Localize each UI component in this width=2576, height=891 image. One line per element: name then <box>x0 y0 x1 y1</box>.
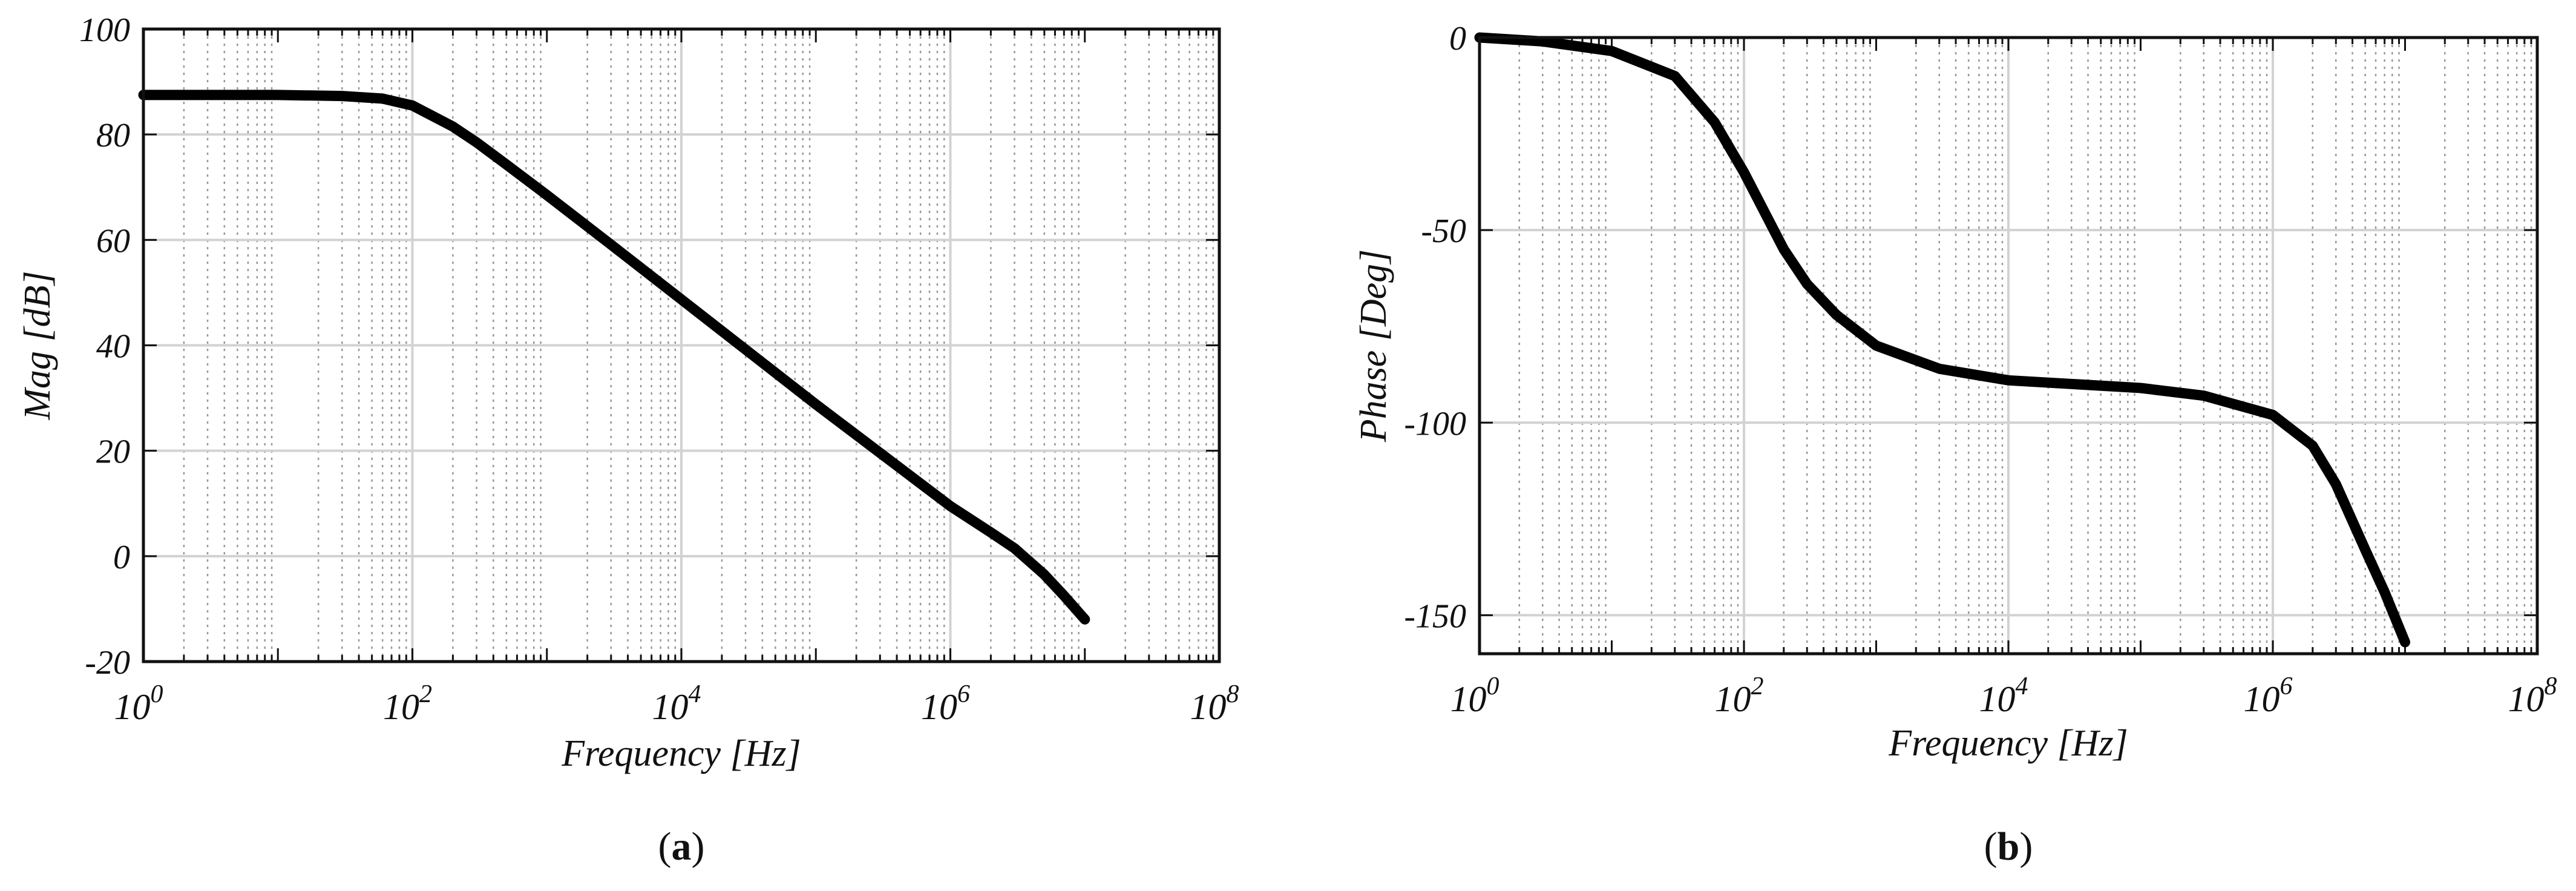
x-tick-label: 108 <box>2508 672 2557 719</box>
panel-letter: a <box>672 824 692 869</box>
x-tick-exponent: 6 <box>2280 672 2293 700</box>
x-tick-base: 10 <box>1715 679 1751 719</box>
panel-caption: (a) <box>658 824 705 869</box>
x-tick-exponent: 8 <box>2545 672 2557 700</box>
x-tick-base: 10 <box>652 687 689 727</box>
x-tick-label: 102 <box>1715 672 1764 719</box>
x-tick-label: 100 <box>1450 672 1499 719</box>
major-grid <box>1478 36 2538 654</box>
x-tick-base: 10 <box>2244 679 2280 719</box>
x-tick-label: 102 <box>383 680 432 727</box>
y-tick-label: 0 <box>113 539 130 576</box>
x-tick-exponent: 2 <box>419 680 432 708</box>
x-tick-base: 10 <box>1450 679 1487 719</box>
y-tick-label: 40 <box>96 328 130 366</box>
x-tick-label: 106 <box>921 680 970 727</box>
x-tick-label: 104 <box>1979 672 2028 719</box>
x-axis-title: Frequency [Hz] <box>1888 723 2128 764</box>
x-tick-exponent: 0 <box>1487 672 1499 700</box>
x-tick-base: 10 <box>383 687 419 727</box>
x-tick-base: 10 <box>2508 679 2545 719</box>
y-tick-label: 0 <box>1449 20 1466 58</box>
panel-caption: (b) <box>1984 824 2033 869</box>
x-axis-title: Frequency [Hz] <box>561 733 801 774</box>
x-tick-exponent: 8 <box>1227 680 1239 708</box>
x-tick-base: 10 <box>114 687 151 727</box>
y-tick-label: 80 <box>96 117 130 154</box>
x-tick-label: 104 <box>652 680 701 727</box>
minor-grid <box>1518 38 2532 654</box>
x-tick-exponent: 4 <box>2016 672 2028 700</box>
x-tick-label: 100 <box>114 680 163 727</box>
series-line <box>1474 32 2410 648</box>
y-tick-label: -150 <box>1404 597 1466 635</box>
x-tick-exponent: 2 <box>1751 672 1764 700</box>
plot-frame <box>1478 36 2539 656</box>
y-tick-label: 100 <box>79 12 130 49</box>
y-tick-label: 20 <box>96 433 130 471</box>
major-grid <box>142 28 1221 663</box>
x-tick-exponent: 6 <box>957 680 970 708</box>
y-tick-label: 60 <box>96 222 130 260</box>
x-tick-label: 108 <box>1190 680 1239 727</box>
plot-frame <box>142 27 1221 663</box>
series-line <box>138 90 1090 625</box>
y-axis-title: Mag [dB] <box>17 271 58 420</box>
x-tick-base: 10 <box>921 687 957 727</box>
y-tick-label: -50 <box>1421 212 1466 250</box>
panel-letter: b <box>1998 824 2020 869</box>
y-axis-title: Phase [Deg] <box>1353 249 1394 443</box>
x-tick-base: 10 <box>1979 679 2016 719</box>
x-tick-base: 10 <box>1190 687 1227 727</box>
y-tick-label: -20 <box>85 644 130 682</box>
x-tick-label: 106 <box>2244 672 2293 719</box>
x-tick-exponent: 4 <box>689 680 701 708</box>
x-tick-exponent: 0 <box>151 680 163 708</box>
y-tick-label: -100 <box>1404 405 1466 442</box>
